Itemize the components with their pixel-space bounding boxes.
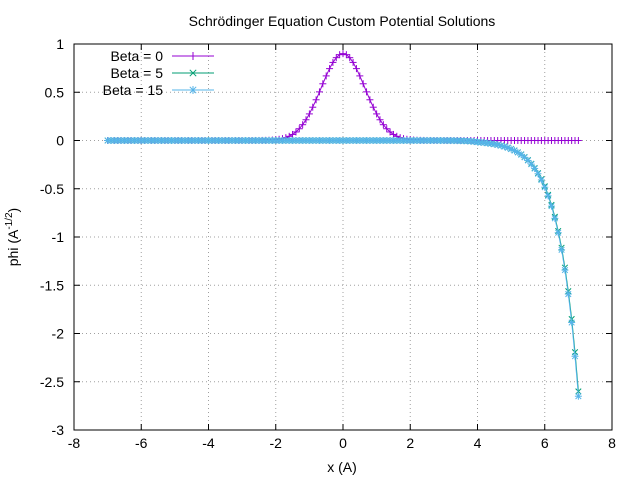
x-tick-label: -4 xyxy=(202,435,215,451)
data-point xyxy=(302,116,310,124)
legend-label: Beta = 0 xyxy=(110,48,163,64)
data-point xyxy=(379,121,387,129)
y-tick-label: 1 xyxy=(56,36,64,52)
data-point xyxy=(329,58,337,66)
data-point xyxy=(312,96,320,104)
x-tick-label: -6 xyxy=(135,435,148,451)
x-tick-label: 0 xyxy=(339,435,347,451)
data-point xyxy=(558,246,566,254)
data-point xyxy=(500,143,508,151)
data-point xyxy=(551,214,559,222)
data-point xyxy=(544,192,552,200)
legend-label: Beta = 15 xyxy=(103,82,164,98)
data-point xyxy=(547,202,555,210)
x-tick-label: 4 xyxy=(474,435,482,451)
data-point xyxy=(339,50,347,58)
data-point xyxy=(561,266,569,274)
y-tick-label: -1.5 xyxy=(40,277,64,293)
data-point xyxy=(527,160,535,168)
data-point xyxy=(363,88,371,96)
data-point xyxy=(315,88,323,96)
data-point xyxy=(373,110,381,118)
y-tick-label: 0.5 xyxy=(45,84,65,100)
data-point xyxy=(346,54,354,62)
data-point xyxy=(541,183,549,191)
series-layer xyxy=(104,50,582,400)
data-point xyxy=(336,51,344,59)
y-tick-labels: -3 -2.5 -2 -1.5 -1 -0.5 0 0.5 1 xyxy=(40,36,64,438)
legend-marker xyxy=(189,69,197,77)
series-2 xyxy=(104,137,582,400)
data-point xyxy=(504,144,512,152)
x-tick-label: 2 xyxy=(406,435,414,451)
x-tick-labels: -8 -6 -4 -2 0 2 4 6 8 xyxy=(68,435,616,451)
x-tick-label: 6 xyxy=(541,435,549,451)
y-tick-label: 0 xyxy=(56,133,64,149)
data-point xyxy=(292,128,300,136)
data-point xyxy=(366,96,374,104)
data-point xyxy=(383,125,391,133)
y-tick-label: -2.5 xyxy=(40,374,64,390)
series-line xyxy=(107,53,579,141)
data-point xyxy=(534,170,542,178)
data-point xyxy=(332,54,340,62)
y-tick-label: -3 xyxy=(52,422,65,438)
data-point xyxy=(574,137,582,144)
data-point xyxy=(352,65,360,73)
data-point xyxy=(356,72,364,80)
x-tick-label: -8 xyxy=(68,435,81,451)
legend-marker xyxy=(189,52,197,60)
data-point xyxy=(295,125,303,133)
data-point xyxy=(299,121,307,129)
data-point xyxy=(537,176,545,184)
series-line xyxy=(107,140,579,392)
y-tick-label: -0.5 xyxy=(40,181,64,197)
plot-frame xyxy=(73,43,613,431)
data-point xyxy=(359,80,367,88)
data-point xyxy=(305,110,313,118)
data-point xyxy=(574,392,582,400)
data-point xyxy=(319,80,327,88)
y-axis-label-base: phi (A xyxy=(5,229,21,266)
grid xyxy=(74,44,612,430)
data-point xyxy=(349,58,357,66)
y-tick-label: -2 xyxy=(52,326,65,342)
data-point xyxy=(369,103,377,111)
x-tick-label: 8 xyxy=(608,435,616,451)
data-point xyxy=(554,229,562,237)
data-point xyxy=(376,116,384,124)
data-point xyxy=(309,103,317,111)
data-point xyxy=(322,72,330,80)
data-point xyxy=(564,290,572,298)
data-point xyxy=(326,65,334,73)
legend-marker xyxy=(189,86,197,94)
chart-title: Schrödinger Equation Custom Potential So… xyxy=(189,13,496,29)
x-tick-label: -2 xyxy=(270,435,283,451)
y-axis-label: phi (A-1/2) xyxy=(4,208,21,266)
data-point xyxy=(568,319,576,327)
data-point xyxy=(342,51,350,59)
y-axis-label-sup: -1/2 xyxy=(4,212,15,230)
y-tick-label: -1 xyxy=(52,229,65,245)
data-point xyxy=(531,165,539,173)
legend-label: Beta = 5 xyxy=(110,65,163,81)
y-axis-label-end: ) xyxy=(5,208,21,213)
data-point xyxy=(571,352,579,360)
x-axis-label: x (A) xyxy=(327,459,357,475)
